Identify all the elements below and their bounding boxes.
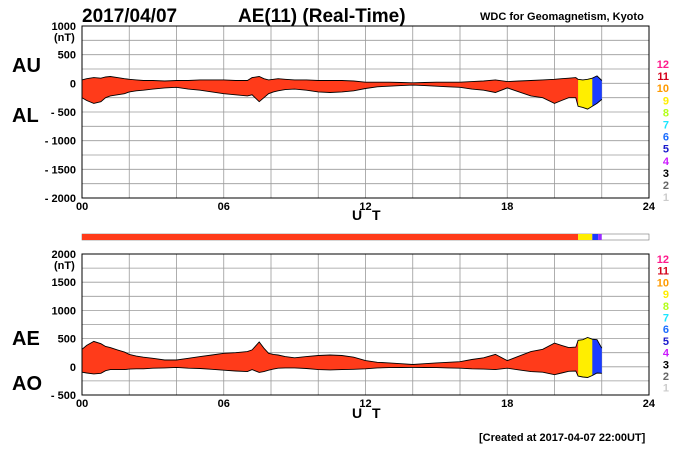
ae-ao-y-ticks: 2000 1500 1000 500 0 - 500	[51, 249, 76, 402]
station-bar-segment	[598, 234, 602, 240]
ae-ao-grid	[82, 254, 649, 395]
au-al-panel: AU AL (nT) 1000 500 0 - 500 - 1000 - 1500 - 20…	[12, 21, 656, 223]
station-count-label: 9	[663, 289, 669, 301]
x-tick-label: 00	[76, 398, 88, 410]
station-count-label: 3	[663, 168, 669, 180]
lower-series-line	[81, 366, 602, 378]
ae-label: AE	[12, 328, 40, 350]
upper-series-line	[81, 337, 603, 365]
y-tick-label: - 500	[51, 107, 76, 119]
au-label: AU	[12, 55, 41, 77]
y-tick-label: 2000	[52, 249, 76, 261]
station-bar-segment	[592, 234, 599, 240]
station-count-label: 2	[663, 180, 669, 192]
station-bar-segment	[82, 234, 579, 240]
au-al-x-label: U T	[352, 207, 384, 223]
station-count-label: 10	[657, 83, 669, 95]
station-count-label: 7	[663, 313, 669, 325]
station-coverage-bar	[81, 233, 650, 241]
ae-ao-frame	[81, 253, 650, 396]
chart-title: AE(11) (Real-Time)	[238, 6, 406, 27]
ae-ao-panel: AE AO (nT) 2000 1500 1000 500 0 - 500 00 06 12 1…	[12, 249, 656, 421]
index-area-band	[82, 339, 583, 377]
station-count-label: 6	[663, 132, 669, 144]
station-count-label: 8	[663, 107, 669, 119]
ae-ao-x-ticks: 00 06 12 18 24	[76, 398, 656, 410]
ao-label: AO	[12, 373, 42, 395]
y-tick-label: 0	[70, 362, 76, 374]
station-count-label: 6	[663, 324, 669, 336]
station-count-label: 5	[663, 144, 669, 156]
y-tick-label: 500	[58, 334, 76, 346]
station-count-label: 1	[663, 192, 669, 204]
y-tick-label: 1000	[52, 21, 76, 33]
x-tick-label: 12	[359, 398, 371, 410]
y-tick-label: 0	[70, 78, 76, 90]
au-al-unit: (nT)	[54, 32, 75, 44]
station-count-label: 1	[663, 383, 669, 395]
station-count-label: 11	[657, 266, 669, 278]
y-tick-label: 1500	[52, 277, 76, 289]
au-al-area	[81, 75, 603, 110]
station-count-label: 5	[663, 336, 669, 348]
created-timestamp: [Created at 2017-04-07 22:00UT]	[479, 432, 646, 444]
station-count-label: 9	[663, 95, 669, 107]
au-al-grid	[82, 26, 649, 198]
ae-ao-x-label: U T	[352, 405, 384, 421]
y-tick-label: - 1000	[45, 136, 76, 148]
y-tick-label: 500	[58, 50, 76, 62]
station-bar-segment	[578, 234, 593, 240]
station-count-label: 4	[663, 156, 670, 168]
y-tick-label: - 2000	[45, 193, 76, 205]
station-count-label: 7	[663, 120, 669, 132]
index-area-band	[578, 75, 597, 110]
x-tick-label: 00	[76, 201, 88, 213]
station-count-label: 3	[663, 359, 669, 371]
lower-series-line	[81, 84, 603, 110]
x-tick-label: 18	[501, 398, 513, 410]
x-tick-label: 12	[359, 201, 371, 213]
x-tick-label: 18	[501, 201, 513, 213]
chart-date: 2017/04/07	[82, 6, 177, 27]
index-area-band	[578, 337, 597, 378]
y-tick-label: - 500	[51, 390, 76, 402]
station-count-label: 11	[657, 71, 669, 83]
au-al-y-ticks: 1000 500 0 - 500 - 1000 - 1500 - 2000	[45, 21, 76, 205]
au-al-frame	[81, 25, 650, 199]
au-al-x-ticks: 00 06 12 18 24	[76, 201, 656, 213]
upper-series-line	[81, 75, 603, 84]
x-tick-label: 24	[643, 398, 656, 410]
x-tick-label: 06	[218, 201, 230, 213]
chart-organization: WDC for Geomagnetism, Kyoto	[480, 11, 644, 23]
station-count-label: 12	[657, 59, 669, 71]
station-count-label: 10	[657, 277, 669, 289]
x-tick-label: 24	[643, 201, 656, 213]
index-area-band	[592, 75, 602, 107]
station-count-label: 4	[663, 348, 670, 360]
station-count-label: 2	[663, 371, 669, 383]
y-tick-label: - 1500	[45, 164, 76, 176]
y-tick-label: 1000	[52, 305, 76, 317]
x-tick-label: 06	[218, 398, 230, 410]
ae-ao-area	[81, 337, 603, 378]
station-count-label: 12	[657, 254, 669, 266]
index-area-band	[592, 339, 602, 376]
al-label: AL	[12, 105, 39, 127]
station-count-label: 8	[663, 301, 669, 313]
ae-ao-unit: (nT)	[54, 260, 75, 272]
